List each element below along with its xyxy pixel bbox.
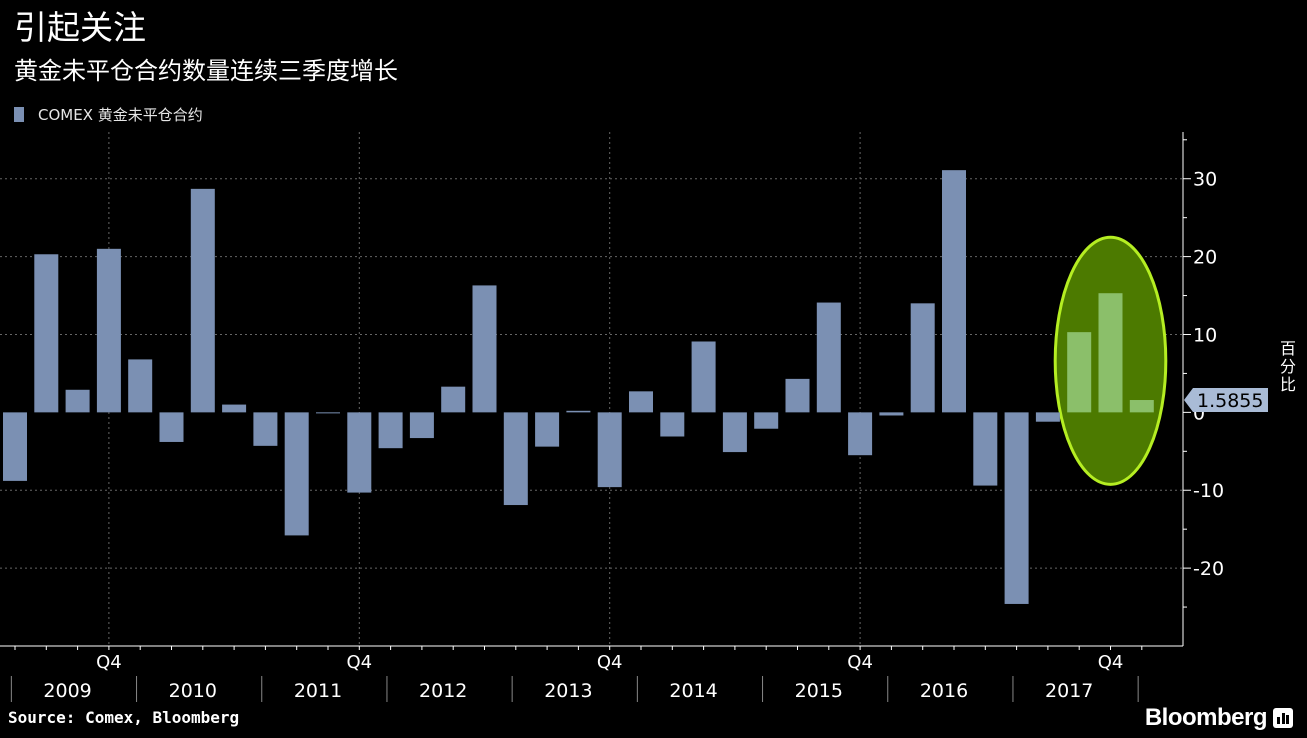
bar-2017-q4	[1098, 293, 1123, 413]
y-tick-label: 10	[1193, 324, 1217, 346]
y-tick-label: -10	[1193, 480, 1224, 502]
bar-2012-q3	[441, 386, 466, 413]
x-year-label: 2015	[795, 680, 843, 702]
x-year-label: 2016	[920, 680, 968, 702]
bar-2011-q1	[253, 412, 278, 446]
bar-2016-q4	[973, 412, 998, 486]
bar-2013-q2	[535, 412, 560, 447]
legend-label: COMEX 黄金未平仓合约	[38, 105, 203, 124]
chart-title: 引起关注	[14, 8, 146, 47]
bar-2014-q1	[629, 391, 653, 413]
bar-2015-q4	[848, 412, 873, 456]
x-year-label: 2010	[169, 680, 217, 702]
x-year-label: 2013	[544, 680, 592, 702]
y-tick-label: -20	[1193, 558, 1224, 580]
y-tick-label: 30	[1193, 169, 1217, 191]
bar-2010-q4	[222, 404, 247, 413]
bar-2011-q2	[284, 412, 309, 536]
bar-2015-q3	[816, 302, 841, 413]
bar-2009-q3	[65, 389, 90, 413]
legend: COMEX 黄金未平仓合约	[14, 104, 203, 124]
y-tick-label: 20	[1193, 247, 1217, 269]
bar-2013-q4	[597, 412, 622, 488]
bar-2011-q4	[347, 412, 372, 493]
bar-2013-q3	[566, 410, 591, 413]
last-value-badge	[1184, 388, 1268, 413]
bar-2009-q4	[96, 248, 121, 413]
bar-2014-q4	[722, 412, 747, 453]
bar-2011-q3	[316, 412, 340, 414]
x-quarter-label: Q4	[96, 652, 122, 673]
bar-2018-q1	[1129, 400, 1154, 413]
bar-2016-q1	[879, 412, 904, 416]
bar-2017-q3	[1067, 332, 1092, 413]
bar-2012-q2	[409, 412, 434, 439]
bar-2010-q3	[190, 188, 215, 413]
x-quarter-label: Q4	[847, 652, 873, 673]
bar-2017-q2	[1035, 412, 1060, 422]
bar-2015-q2	[785, 378, 810, 413]
bar-2010-q1	[128, 359, 153, 413]
y-axis-label: 百分比	[1280, 339, 1296, 394]
bar-2014-q3	[691, 341, 716, 413]
chart-subtitle: 黄金未平仓合约数量连续三季度增长	[14, 57, 398, 85]
x-year-label: 2009	[43, 680, 91, 702]
brand-logo: Bloomberg	[1145, 704, 1293, 732]
bar-2009-q1	[3, 412, 27, 481]
x-quarter-label: Q4	[346, 652, 372, 673]
legend-swatch	[14, 106, 24, 122]
x-year-label: 2014	[669, 680, 717, 702]
last-value-label: 1.5855	[1197, 390, 1263, 412]
bar-2016-q3	[942, 170, 966, 413]
x-year-label: 2017	[1045, 680, 1093, 702]
bar-2017-q1	[1004, 412, 1029, 604]
source-note: Source: Comex, Bloomberg	[8, 708, 240, 727]
x-year-label: 2012	[419, 680, 467, 702]
bar-2014-q2	[660, 412, 685, 437]
bar-2013-q1	[503, 412, 528, 506]
brand-name: Bloomberg	[1144, 704, 1268, 731]
x-year-label: 2011	[294, 680, 342, 702]
bar-2015-q1	[754, 412, 779, 429]
bar-2009-q2	[34, 254, 59, 413]
x-quarter-label: Q4	[597, 652, 623, 673]
x-quarter-label: Q4	[1098, 652, 1124, 673]
bar-2010-q2	[159, 412, 184, 442]
bar-2012-q1	[378, 412, 403, 449]
bar-2012-q4	[472, 285, 497, 413]
bar-2016-q2	[910, 303, 935, 413]
bloomberg-terminal-icon	[1273, 708, 1293, 728]
